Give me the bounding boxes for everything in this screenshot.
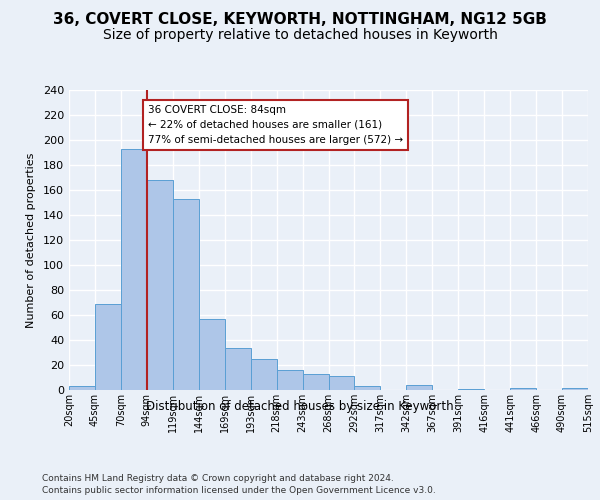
Bar (147, 180, 173, 390)
Bar (355, 386, 380, 390)
Bar (329, 376, 355, 390)
Bar (251, 359, 277, 390)
Bar (95, 304, 121, 390)
Bar (562, 388, 588, 390)
Text: 36, COVERT CLOSE, KEYWORTH, NOTTINGHAM, NG12 5GB: 36, COVERT CLOSE, KEYWORTH, NOTTINGHAM, … (53, 12, 547, 28)
Text: 36 COVERT CLOSE: 84sqm
← 22% of detached houses are smaller (161)
77% of semi-de: 36 COVERT CLOSE: 84sqm ← 22% of detached… (148, 105, 403, 144)
Y-axis label: Number of detached properties: Number of detached properties (26, 152, 36, 328)
Text: Size of property relative to detached houses in Keyworth: Size of property relative to detached ho… (103, 28, 497, 42)
Bar (69, 386, 95, 390)
Bar (199, 319, 224, 390)
Bar (121, 149, 147, 390)
Bar (277, 370, 302, 390)
Bar (510, 388, 536, 390)
Bar (173, 198, 199, 390)
Text: Distribution of detached houses by size in Keyworth: Distribution of detached houses by size … (146, 400, 454, 413)
Bar (225, 348, 251, 390)
Bar (302, 374, 329, 390)
Bar (406, 385, 432, 390)
Text: Contains HM Land Registry data © Crown copyright and database right 2024.: Contains HM Land Registry data © Crown c… (42, 474, 394, 483)
Text: Contains public sector information licensed under the Open Government Licence v3: Contains public sector information licen… (42, 486, 436, 495)
Bar (458, 389, 484, 390)
